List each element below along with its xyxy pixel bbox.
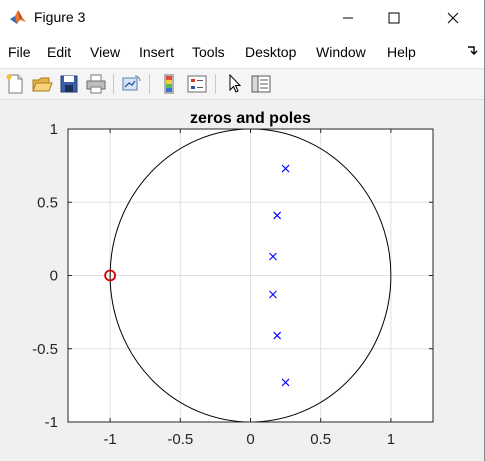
new-figure-icon[interactable] <box>4 73 26 95</box>
x-tick-label: -0.5 <box>167 431 193 448</box>
menu-help[interactable]: Help <box>387 44 416 60</box>
print-icon[interactable] <box>85 73 107 95</box>
figure-toolbar <box>0 68 485 100</box>
menu-desktop[interactable]: Desktop <box>245 44 297 60</box>
chart-title: zeros and poles <box>190 110 311 127</box>
insert-colorbar-icon[interactable] <box>158 73 180 95</box>
x-tick-label: 1 <box>387 431 395 448</box>
property-inspector-icon[interactable] <box>250 73 272 95</box>
menu-insert[interactable]: Insert <box>139 44 175 60</box>
toolbar-separator <box>149 74 150 94</box>
insert-legend-icon[interactable] <box>186 73 208 95</box>
edit-plot-cursor-icon[interactable] <box>224 73 246 95</box>
x-tick-label: 0.5 <box>310 431 331 448</box>
maximize-button[interactable] <box>371 0 417 36</box>
y-tick-label: -0.5 <box>32 341 58 358</box>
menu-file[interactable]: File <box>8 44 31 60</box>
dock-arrow-icon[interactable] <box>466 44 478 56</box>
pole-zero-plot[interactable]: -1 -0.5 0 0.5 1 1 0.5 0 -0.5 -1 zeros and poles <box>0 100 485 461</box>
x-tick-label: 0 <box>246 431 254 448</box>
figure-canvas[interactable]: -1 -0.5 0 0.5 1 1 0.5 0 -0.5 -1 zeros and poles <box>0 100 485 461</box>
close-button[interactable] <box>430 0 476 36</box>
menu-view[interactable]: View <box>90 44 121 60</box>
open-file-icon[interactable] <box>31 73 53 95</box>
y-tick-label: -1 <box>45 414 58 431</box>
close-icon <box>447 12 459 24</box>
menu-tools[interactable]: Tools <box>192 44 225 60</box>
minimize-icon <box>343 17 353 19</box>
pole-marker <box>269 252 277 261</box>
toolbar-separator <box>215 74 216 94</box>
minimize-button[interactable] <box>325 0 371 36</box>
toolbar-separator <box>113 74 114 94</box>
menu-edit[interactable]: Edit <box>47 44 72 60</box>
menu-bar: File Edit View Insert Tools Desktop Wind… <box>0 40 485 64</box>
y-tick-label: 0.5 <box>37 194 58 211</box>
title-bar[interactable]: Figure 3 <box>0 0 485 36</box>
maximize-icon <box>388 12 400 24</box>
link-plot-icon[interactable] <box>120 73 142 95</box>
pole-marker <box>269 290 277 299</box>
pole-marker <box>281 164 290 173</box>
window-title: Figure 3 <box>34 9 86 25</box>
zero-marker <box>104 269 117 282</box>
y-tick-label: 0 <box>50 268 58 285</box>
pole-marker <box>273 211 282 220</box>
x-tick-label: -1 <box>103 431 116 448</box>
menu-window[interactable]: Window <box>316 44 366 60</box>
pole-marker <box>281 378 290 387</box>
y-tick-label: 1 <box>50 121 58 138</box>
pole-marker <box>273 331 282 340</box>
matlab-logo-icon <box>10 10 26 24</box>
save-icon[interactable] <box>58 73 80 95</box>
